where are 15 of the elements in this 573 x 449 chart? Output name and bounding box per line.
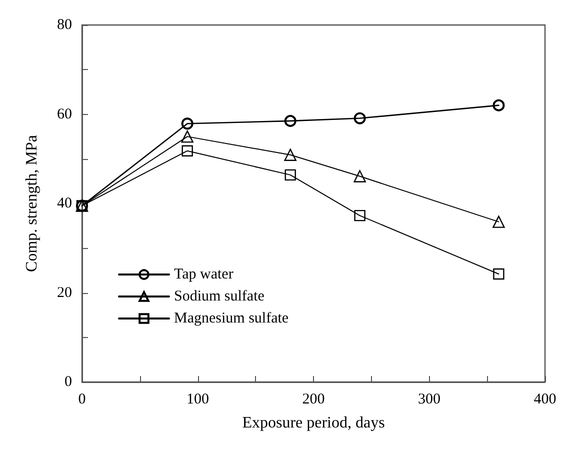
x-tick-label: 200 xyxy=(302,392,325,408)
y-tick-label: 20 xyxy=(57,284,72,301)
y-tick-label: 60 xyxy=(57,106,72,122)
x-axis-title: Exposure period, days xyxy=(242,414,385,432)
y-axis-title: Comp. strength, MPa xyxy=(24,135,40,272)
y-tick-label: 80 xyxy=(57,17,72,33)
y-tick-label: 40 xyxy=(57,196,72,212)
y-tick-label: 0 xyxy=(64,374,72,390)
legend-label: Tap water xyxy=(174,266,234,282)
x-tick-label: 100 xyxy=(186,392,209,408)
legend-label: Magnesium sulfate xyxy=(174,310,289,326)
x-tick-label: 0 xyxy=(78,392,86,408)
legend-label: Sodium sulfate xyxy=(174,288,265,304)
x-tick-label: 300 xyxy=(418,392,440,408)
x-tick-label: 400 xyxy=(534,392,556,408)
